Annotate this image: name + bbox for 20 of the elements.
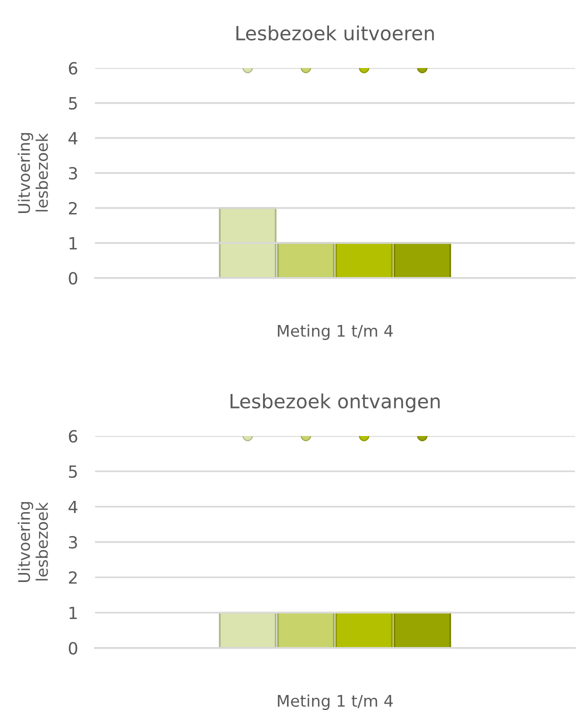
y-tick-label: 0 <box>68 272 78 285</box>
y-tick-label: 6 <box>68 430 78 443</box>
y-tick-label: 1 <box>70 606 77 619</box>
y-tick-label: 0 <box>68 642 78 655</box>
chart-title: Lesbezoek ontvangen <box>230 393 440 412</box>
x-axis-title: Meting 1 t/m 4 <box>278 694 393 710</box>
x-axis-title: Meting 1 t/m 4 <box>278 324 393 340</box>
y-tick-label: 5 <box>69 97 77 110</box>
y-axis-title: Uitvoering lesbezoek <box>18 502 48 582</box>
y-tick-label: 6 <box>68 62 78 75</box>
y-axis-title: Uitvoering lesbezoek <box>18 133 48 213</box>
y-tick-label: 4 <box>68 500 78 513</box>
y-tick-label: 3 <box>69 166 77 180</box>
y-tick-label: 2 <box>68 571 77 584</box>
chart-title: Lesbezoek uitvoeren <box>236 25 434 40</box>
y-tick-label: 4 <box>68 132 78 144</box>
y-tick-label: 3 <box>69 536 77 549</box>
y-tick-label: 1 <box>70 237 77 250</box>
y-tick-label: 5 <box>69 466 77 478</box>
y-tick-label: 2 <box>68 202 77 214</box>
